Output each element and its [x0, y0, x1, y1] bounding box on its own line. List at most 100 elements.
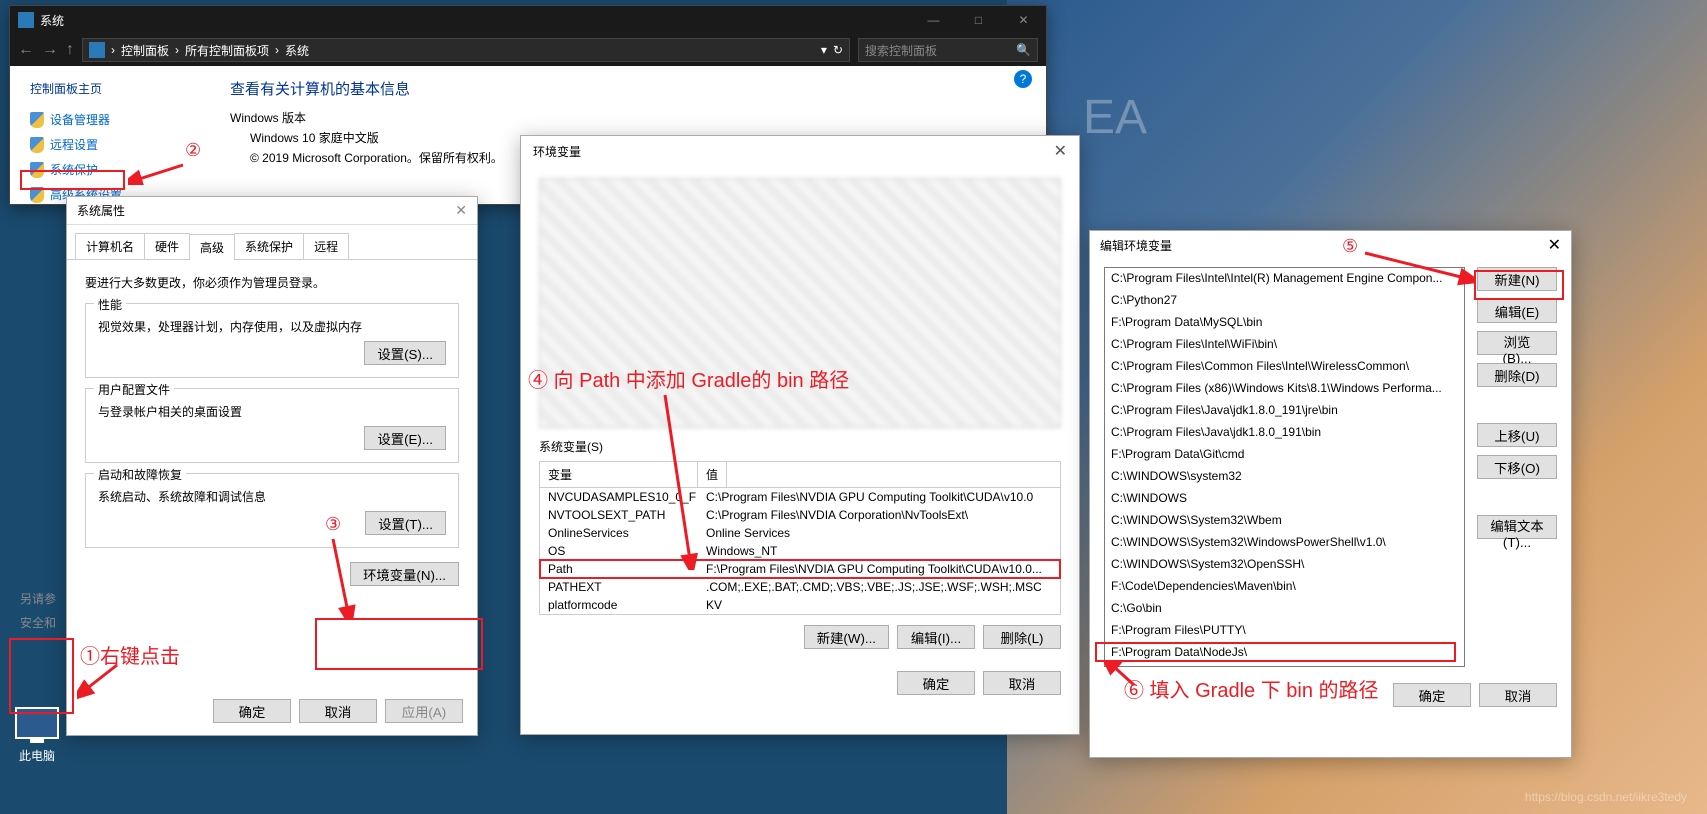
search-input[interactable]: 搜索控制面板 🔍 — [858, 38, 1038, 62]
group-title: 性能 — [94, 296, 126, 313]
ok-button[interactable]: 确定 — [1393, 683, 1471, 707]
apply-button[interactable]: 应用(A) — [385, 699, 463, 723]
tab-advanced[interactable]: 高级 — [189, 234, 235, 260]
window-title: 系统 — [40, 12, 64, 29]
titlebar[interactable]: 编辑环境变量 ✕ — [1090, 231, 1571, 259]
edit-button[interactable]: 编辑(I)... — [897, 625, 975, 649]
system-variables-label: 系统变量(S) — [539, 438, 1061, 455]
path-row[interactable]: F:\CTFtools\010editor\010 Editor — [1105, 664, 1464, 667]
breadcrumb-part[interactable]: 所有控制面板项 — [185, 42, 269, 59]
computer-icon — [89, 42, 105, 58]
arrow-icon — [1360, 248, 1475, 288]
delete-button[interactable]: 删除(D) — [1477, 363, 1557, 387]
path-row[interactable]: C:\Program Files (x86)\Windows Kits\8.1\… — [1105, 378, 1464, 400]
path-row[interactable]: C:\Program Files\Java\jdk1.8.0_191\jre\b… — [1105, 400, 1464, 422]
path-row[interactable]: C:\WINDOWS\System32\WindowsPowerShell\v1… — [1105, 532, 1464, 554]
new-button[interactable]: 新建(W)... — [804, 625, 889, 649]
breadcrumb-part[interactable]: › — [111, 43, 115, 57]
browse-button[interactable]: 浏览(B)... — [1477, 331, 1557, 355]
path-row[interactable]: F:\Code\Dependencies\Maven\bin\ — [1105, 576, 1464, 598]
path-row[interactable]: C:\Program Files\Intel\WiFi\bin\ — [1105, 334, 1464, 356]
up-button[interactable]: ↑ — [66, 41, 74, 59]
path-row[interactable]: C:\Program Files\Common Files\Intel\Wire… — [1105, 356, 1464, 378]
close-button[interactable]: ✕ — [1001, 6, 1046, 34]
tab-remote[interactable]: 远程 — [303, 233, 349, 259]
section-title: Windows 版本 — [230, 109, 1026, 126]
cancel-button[interactable]: 取消 — [983, 671, 1061, 695]
address-bar[interactable]: › 控制面板 › 所有控制面板项 › 系统 ▾↻ — [82, 38, 850, 62]
forward-button[interactable]: → — [42, 41, 58, 59]
close-button[interactable]: ✕ — [1548, 235, 1561, 255]
delete-button[interactable]: 删除(L) — [983, 625, 1061, 649]
path-row[interactable]: C:\Program Files\Java\jdk1.8.0_191\bin — [1105, 422, 1464, 444]
monitor-icon — [15, 707, 59, 739]
minimize-button[interactable]: — — [911, 6, 956, 34]
sysvar-row[interactable]: NVTOOLSEXT_PATHC:\Program Files\NVDIA Co… — [540, 506, 1060, 524]
ok-button[interactable]: 确定 — [213, 699, 291, 723]
arrow-icon — [630, 390, 710, 570]
seealso-link[interactable]: 安全和 — [20, 614, 56, 631]
titlebar[interactable]: 系统 — □ ✕ — [10, 6, 1046, 34]
system-variables-list[interactable]: 变量 值 NVCUDASAMPLES10_0_FC:\Program Files… — [539, 461, 1061, 615]
move-up-button[interactable]: 上移(U) — [1477, 423, 1557, 447]
path-row[interactable]: C:\WINDOWS\System32\Wbem — [1105, 510, 1464, 532]
sidebar-title: 控制面板主页 — [30, 80, 190, 97]
env-variables-button[interactable]: 环境变量(N)... — [350, 562, 459, 586]
edit-text-button[interactable]: 编辑文本(T)... — [1477, 515, 1557, 539]
arrow-icon — [318, 534, 358, 619]
sidebar-link-remote[interactable]: 远程设置 — [30, 132, 190, 157]
cancel-button[interactable]: 取消 — [299, 699, 377, 723]
path-row[interactable]: C:\WINDOWS\System32\OpenSSH\ — [1105, 554, 1464, 576]
settings-button[interactable]: 设置(S)... — [364, 341, 446, 365]
sysvar-row[interactable]: PathF:\Program Files\NVDIA GPU Computing… — [540, 560, 1060, 578]
titlebar[interactable]: 系统属性 ✕ — [67, 197, 477, 225]
back-button[interactable]: ← — [18, 41, 34, 59]
move-down-button[interactable]: 下移(O) — [1477, 455, 1557, 479]
maximize-button[interactable]: □ — [956, 6, 1001, 34]
sysvar-row[interactable]: NVCUDASAMPLES10_0_FC:\Program Files\NVDI… — [540, 488, 1060, 506]
path-row[interactable]: C:\Python27 — [1105, 290, 1464, 312]
ok-button[interactable]: 确定 — [897, 671, 975, 695]
tab-computer-name[interactable]: 计算机名 — [75, 233, 145, 259]
path-row[interactable]: C:\WINDOWS — [1105, 488, 1464, 510]
titlebar[interactable]: 环境变量 ✕ — [521, 136, 1079, 166]
breadcrumb-part[interactable]: 控制面板 — [121, 42, 169, 59]
path-list[interactable]: C:\Program Files\Intel\Intel(R) Manageme… — [1104, 267, 1465, 667]
tab-bar: 计算机名 硬件 高级 系统保护 远程 — [67, 225, 477, 260]
user-variables-blurred — [539, 178, 1061, 428]
settings-button[interactable]: 设置(T)... — [365, 511, 446, 535]
settings-button[interactable]: 设置(E)... — [364, 426, 446, 450]
shield-icon — [30, 137, 44, 153]
sysvar-row[interactable]: OnlineServicesOnline Services — [540, 524, 1060, 542]
path-row[interactable]: F:\Program Files\PUTTY\ — [1105, 620, 1464, 642]
system-properties-window: 系统属性 ✕ 计算机名 硬件 高级 系统保护 远程 要进行大多数更改，你必须作为… — [66, 196, 478, 736]
group-title: 启动和故障恢复 — [94, 466, 186, 483]
sysvar-row[interactable]: PATHEXT.COM;.EXE;.BAT;.CMD;.VBS;.VBE;.JS… — [540, 578, 1060, 596]
close-button[interactable]: ✕ — [455, 202, 467, 219]
tab-protection[interactable]: 系统保护 — [234, 233, 304, 259]
path-row[interactable]: F:\Program Data\MySQL\bin — [1105, 312, 1464, 334]
path-row[interactable]: C:\WINDOWS\system32 — [1105, 466, 1464, 488]
arrow-icon — [1104, 660, 1144, 690]
system-icon — [18, 12, 34, 28]
sysvar-row[interactable]: OSWindows_NT — [540, 542, 1060, 560]
group-desc: 与登录帐户相关的桌面设置 — [98, 403, 446, 420]
sidebar-link-devmgr[interactable]: 设备管理器 — [30, 107, 190, 132]
shield-icon — [30, 112, 44, 128]
sysvar-row[interactable]: platformcodeKV — [540, 596, 1060, 614]
breadcrumb-part[interactable]: 系统 — [285, 42, 309, 59]
path-row[interactable]: C:\Go\bin — [1105, 598, 1464, 620]
path-row[interactable]: F:\Program Data\Git\cmd — [1105, 444, 1464, 466]
path-row[interactable]: F:\Program Data\NodeJs\ — [1105, 642, 1464, 664]
group-desc: 视觉效果，处理器计划，内存使用，以及虚拟内存 — [98, 318, 446, 335]
close-button[interactable]: ✕ — [1054, 141, 1067, 161]
desktop-icon-this-pc[interactable]: 此电脑 — [15, 707, 59, 764]
arrow-icon — [77, 660, 127, 700]
edit-path-window: 编辑环境变量 ✕ C:\Program Files\Intel\Intel(R)… — [1089, 230, 1572, 758]
help-icon[interactable]: ? — [1014, 70, 1032, 88]
edit-button[interactable]: 编辑(E) — [1477, 299, 1557, 323]
tab-hardware[interactable]: 硬件 — [144, 233, 190, 259]
cancel-button[interactable]: 取消 — [1479, 683, 1557, 707]
new-button[interactable]: 新建(N) — [1477, 267, 1557, 291]
annotation-box-1 — [9, 638, 74, 714]
